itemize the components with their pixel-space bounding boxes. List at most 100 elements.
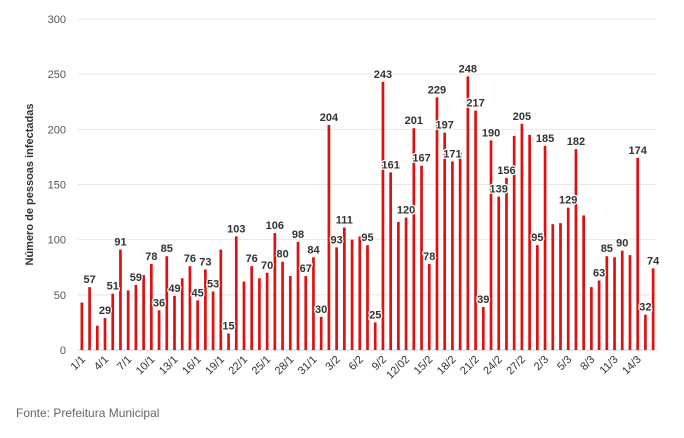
data-label: 30 — [315, 304, 327, 316]
data-label: 91 — [114, 237, 126, 249]
bar — [620, 250, 624, 350]
bar — [288, 276, 292, 350]
data-label: 51 — [107, 281, 119, 293]
data-label: 185 — [536, 133, 554, 145]
bar — [88, 287, 91, 350]
source-note: Fonte: Prefeitura Municipal — [16, 406, 160, 420]
data-label: 25 — [369, 309, 381, 321]
bar — [651, 268, 655, 350]
y-tick-label: 300 — [48, 14, 66, 26]
bar — [149, 263, 153, 350]
bar — [458, 152, 462, 350]
bar — [451, 161, 454, 350]
x-tick-label: 24/2 — [481, 354, 505, 378]
x-tick-label: 28/1 — [273, 354, 297, 378]
data-label: 161 — [381, 159, 399, 171]
data-label: 197 — [436, 120, 454, 132]
x-tick-label: 3/2 — [323, 354, 342, 373]
data-label: 103 — [227, 223, 245, 235]
x-tick-label: 25/1 — [250, 354, 274, 378]
bar — [559, 223, 562, 350]
x-tick-label: 14/3 — [620, 354, 644, 378]
data-label: 67 — [300, 263, 312, 275]
bar — [95, 325, 99, 350]
bar-chart: 0 50 100 150 200 250 300 Número de pessoas infe… — [24, 14, 661, 382]
bar — [211, 291, 215, 350]
bar — [342, 227, 346, 350]
bar — [142, 274, 145, 350]
bar — [165, 256, 169, 350]
bar — [258, 278, 261, 350]
data-label: 76 — [246, 253, 258, 265]
bar — [397, 222, 400, 350]
data-label: 248 — [459, 63, 477, 75]
bar — [404, 217, 408, 350]
data-label: 90 — [616, 238, 628, 250]
data-label: 201 — [405, 115, 423, 127]
data-label: 156 — [497, 165, 515, 177]
data-label: 32 — [639, 302, 651, 314]
y-tick-label: 250 — [48, 69, 66, 81]
bar — [535, 245, 539, 350]
bar — [188, 266, 192, 350]
data-label: 76 — [184, 253, 196, 265]
y-tick-label: 0 — [60, 345, 66, 357]
data-label: 45 — [192, 287, 204, 299]
x-tick-label: 27/2 — [504, 354, 528, 378]
bar — [219, 249, 223, 350]
data-label: 111 — [336, 215, 353, 227]
data-label: 80 — [276, 249, 288, 261]
bar — [597, 280, 601, 350]
bar — [412, 128, 416, 350]
bar — [613, 257, 616, 350]
bar — [481, 306, 485, 350]
data-label: 70 — [261, 260, 273, 272]
bar — [319, 316, 323, 350]
data-label: 205 — [513, 111, 531, 123]
bar — [427, 263, 431, 350]
data-label: 36 — [153, 297, 165, 309]
bar — [605, 256, 609, 350]
bar — [103, 318, 107, 350]
data-label: 53 — [207, 279, 219, 291]
data-label: 57 — [83, 274, 95, 286]
bar — [227, 333, 230, 350]
bar — [304, 276, 308, 350]
data-label: 49 — [168, 283, 180, 295]
bar — [204, 269, 207, 350]
bar — [358, 236, 362, 350]
data-label: 63 — [593, 267, 605, 279]
data-label: 85 — [161, 243, 173, 255]
x-tick-label: 11/3 — [598, 354, 621, 377]
bar — [590, 287, 593, 350]
data-label: 84 — [307, 244, 320, 256]
bar — [335, 247, 338, 350]
data-label: 95 — [361, 232, 373, 244]
data-label: 182 — [567, 136, 585, 148]
bar — [497, 196, 501, 350]
bar — [373, 322, 377, 350]
data-label: 73 — [199, 256, 211, 268]
bar — [196, 300, 200, 350]
bar — [628, 255, 632, 350]
bar — [80, 302, 84, 350]
bar — [273, 233, 277, 350]
bar — [574, 149, 578, 350]
bar — [389, 172, 393, 350]
data-label: 74 — [647, 255, 660, 267]
x-tick-label: 19/1 — [203, 354, 227, 378]
bar — [126, 290, 130, 350]
bar — [157, 310, 161, 350]
bar — [119, 249, 122, 350]
bar — [512, 135, 516, 350]
bar — [350, 239, 354, 350]
bar — [466, 76, 470, 350]
data-label: 98 — [292, 229, 304, 241]
data-label: 129 — [559, 195, 577, 207]
x-tick-label: 21/2 — [458, 354, 482, 378]
bar — [582, 215, 586, 350]
x-tick-label: 10/1 — [134, 354, 158, 378]
bar — [327, 124, 331, 350]
data-label: 120 — [397, 205, 415, 217]
x-tick-label: 22/1 — [226, 354, 250, 378]
